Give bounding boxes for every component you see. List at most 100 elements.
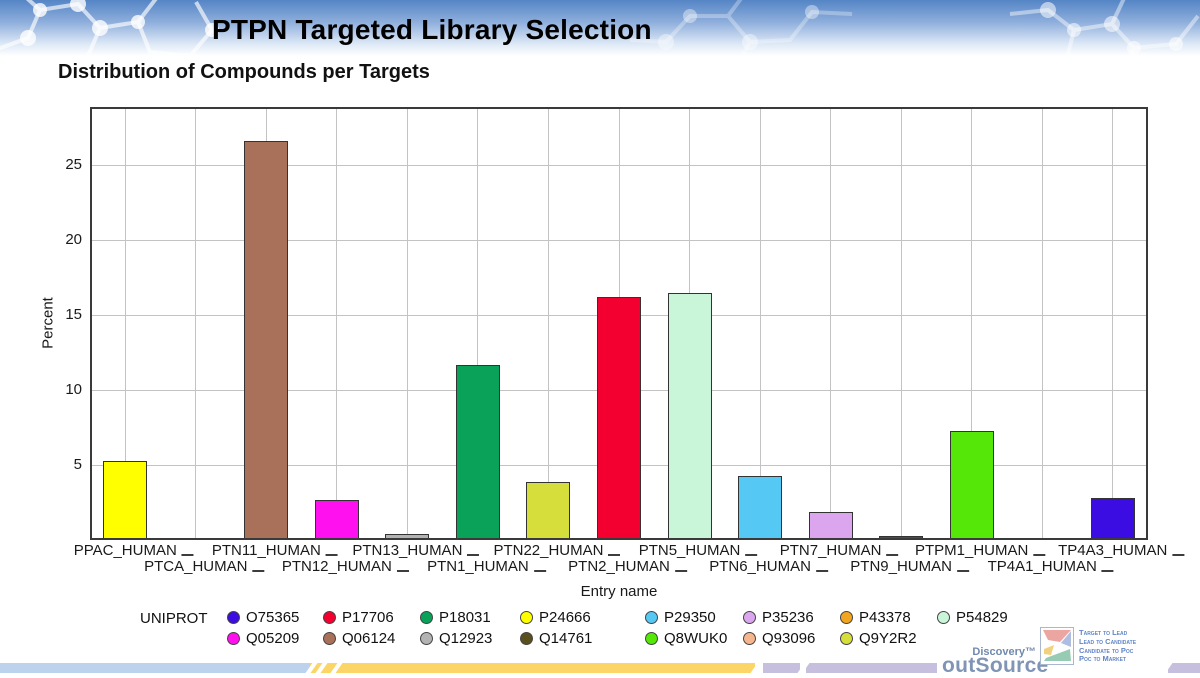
legend-swatch-icon: [227, 632, 240, 645]
grid-line-vertical: [477, 107, 479, 540]
x-tick-label: PTN1_HUMAN: [427, 559, 546, 574]
x-tick-label: PTN7_HUMAN: [780, 543, 899, 558]
y-tick-label: 5: [73, 456, 82, 473]
brand-taglines: Target to Lead Lead to Candidate Candidate…: [1079, 628, 1136, 664]
stripe-segment: [0, 663, 310, 673]
legend-item-q14761: Q14761: [520, 630, 592, 647]
legend-item-label: Q05209: [246, 630, 300, 647]
legend-item-p17706: P17706: [323, 609, 394, 626]
x-tick-mark: [674, 570, 687, 572]
legend-item-q06124: Q06124: [323, 630, 395, 647]
legend-item-p24666: P24666: [520, 609, 591, 626]
grid-line-vertical: [124, 107, 126, 540]
grid-line-vertical: [195, 107, 197, 540]
brand-discovery-label: Discovery™: [972, 646, 1036, 658]
grid-line-vertical: [547, 107, 549, 540]
legend-item-p43378: P43378: [840, 609, 911, 626]
x-tick-mark: [608, 554, 621, 556]
footer-stripe: [0, 663, 1200, 673]
legend-swatch-icon: [840, 611, 853, 624]
legend-item-label: P24666: [539, 609, 591, 626]
x-tick-mark: [1101, 570, 1114, 572]
bar-ptn13_human: [385, 534, 430, 540]
bar-ppac_human: [103, 460, 148, 540]
legend-item-label: P29350: [664, 609, 716, 626]
bar-ptn12_human: [314, 499, 359, 540]
stripe-segment: [763, 663, 800, 673]
grid-line-vertical: [336, 107, 338, 540]
y-tick-label: 25: [65, 156, 82, 173]
x-tick-mark: [1033, 554, 1046, 556]
legend-swatch-icon: [323, 632, 336, 645]
molecule-decoration-icon: [0, 0, 219, 56]
molecule-decoration-icon: [629, 0, 853, 56]
x-tick-mark: [1172, 554, 1185, 556]
bar-tp4a3_human: [1090, 498, 1135, 540]
legend-swatch-icon: [840, 632, 853, 645]
x-tick-mark: [815, 570, 828, 572]
x-tick-label: PPAC_HUMAN: [74, 543, 194, 558]
slide-header: PTPN Targeted Library Selection: [0, 0, 1200, 56]
legend-item-label: P43378: [859, 609, 911, 626]
y-tick-label: 20: [65, 231, 82, 248]
legend-swatch-icon: [645, 611, 658, 624]
legend-item-q9y2r2: Q9Y2R2: [840, 630, 917, 647]
x-axis-title: Entry name: [580, 583, 658, 600]
x-tick-label: PTCA_HUMAN: [144, 559, 265, 574]
legend-title: UNIPROT: [140, 610, 208, 627]
bar-ptn22_human: [526, 481, 571, 540]
grid-line-vertical: [1112, 107, 1114, 540]
x-tick-label: PTN9_HUMAN: [850, 559, 969, 574]
legend-item-q05209: Q05209: [227, 630, 299, 647]
legend-swatch-icon: [420, 632, 433, 645]
bar-ptn2_human: [597, 297, 641, 540]
legend-item-label: Q12923: [439, 630, 493, 647]
x-tick-mark: [745, 554, 758, 556]
x-tick-label: PTN13_HUMAN: [352, 543, 480, 558]
legend-swatch-icon: [743, 611, 756, 624]
legend-item-q93096: Q93096: [743, 630, 815, 647]
legend-item-p54829: P54829: [937, 609, 1008, 626]
brand-tagline-line: Target to Lead: [1079, 628, 1128, 637]
legend-item-q8wuk0: Q8WUK0: [645, 630, 727, 647]
x-tick-label: PTN12_HUMAN: [282, 559, 409, 574]
legend-swatch-icon: [520, 632, 533, 645]
brand-outsource-logo: outSource: [942, 654, 1049, 677]
x-tick-label: PTN5_HUMAN: [639, 543, 758, 558]
legend-swatch-icon: [645, 632, 658, 645]
plot-area: [90, 107, 1148, 540]
bar-ptca_human: [173, 538, 218, 540]
legend-item-label: Q93096: [762, 630, 816, 647]
legend-item-label: P35236: [762, 609, 814, 626]
page-title: PTPN Targeted Library Selection: [212, 14, 652, 45]
x-tick-mark: [956, 570, 969, 572]
legend-swatch-icon: [227, 611, 240, 624]
x-tick-mark: [396, 570, 409, 572]
x-tick-label: TP4A3_HUMAN: [1058, 543, 1185, 558]
legend-item-label: P17706: [342, 609, 394, 626]
bar-ptn1_human: [455, 364, 500, 540]
x-tick-label: PTN6_HUMAN: [709, 559, 828, 574]
y-tick-label: 10: [65, 381, 82, 398]
grid-line-vertical: [759, 107, 761, 540]
legend-swatch-icon: [743, 632, 756, 645]
molecule-decoration-icon: [1009, 0, 1200, 56]
grid-line-vertical: [1041, 107, 1043, 540]
legend-swatch-icon: [323, 611, 336, 624]
stripe-segment: [310, 663, 755, 673]
stripe-segment: [1168, 663, 1200, 673]
brand-tagline-line: Poc to Market: [1079, 654, 1126, 664]
bar-ptn9_human: [879, 535, 924, 540]
y-axis-title: Percent: [39, 297, 57, 349]
legend-item-label: Q14761: [539, 630, 593, 647]
legend-item-label: Q06124: [342, 630, 396, 647]
brand-tagline-line: Candidate to Poc: [1079, 645, 1134, 655]
x-tick-label: PTN22_HUMAN: [493, 543, 621, 558]
company-logo-icon: [1040, 627, 1074, 670]
legend-item-q12923: Q12923: [420, 630, 492, 647]
legend-swatch-icon: [937, 611, 950, 624]
y-tick-label: 15: [65, 306, 82, 323]
bar-ptn5_human: [667, 292, 712, 540]
bar-ptn6_human: [738, 475, 783, 540]
legend-item-o75365: O75365: [227, 609, 299, 626]
